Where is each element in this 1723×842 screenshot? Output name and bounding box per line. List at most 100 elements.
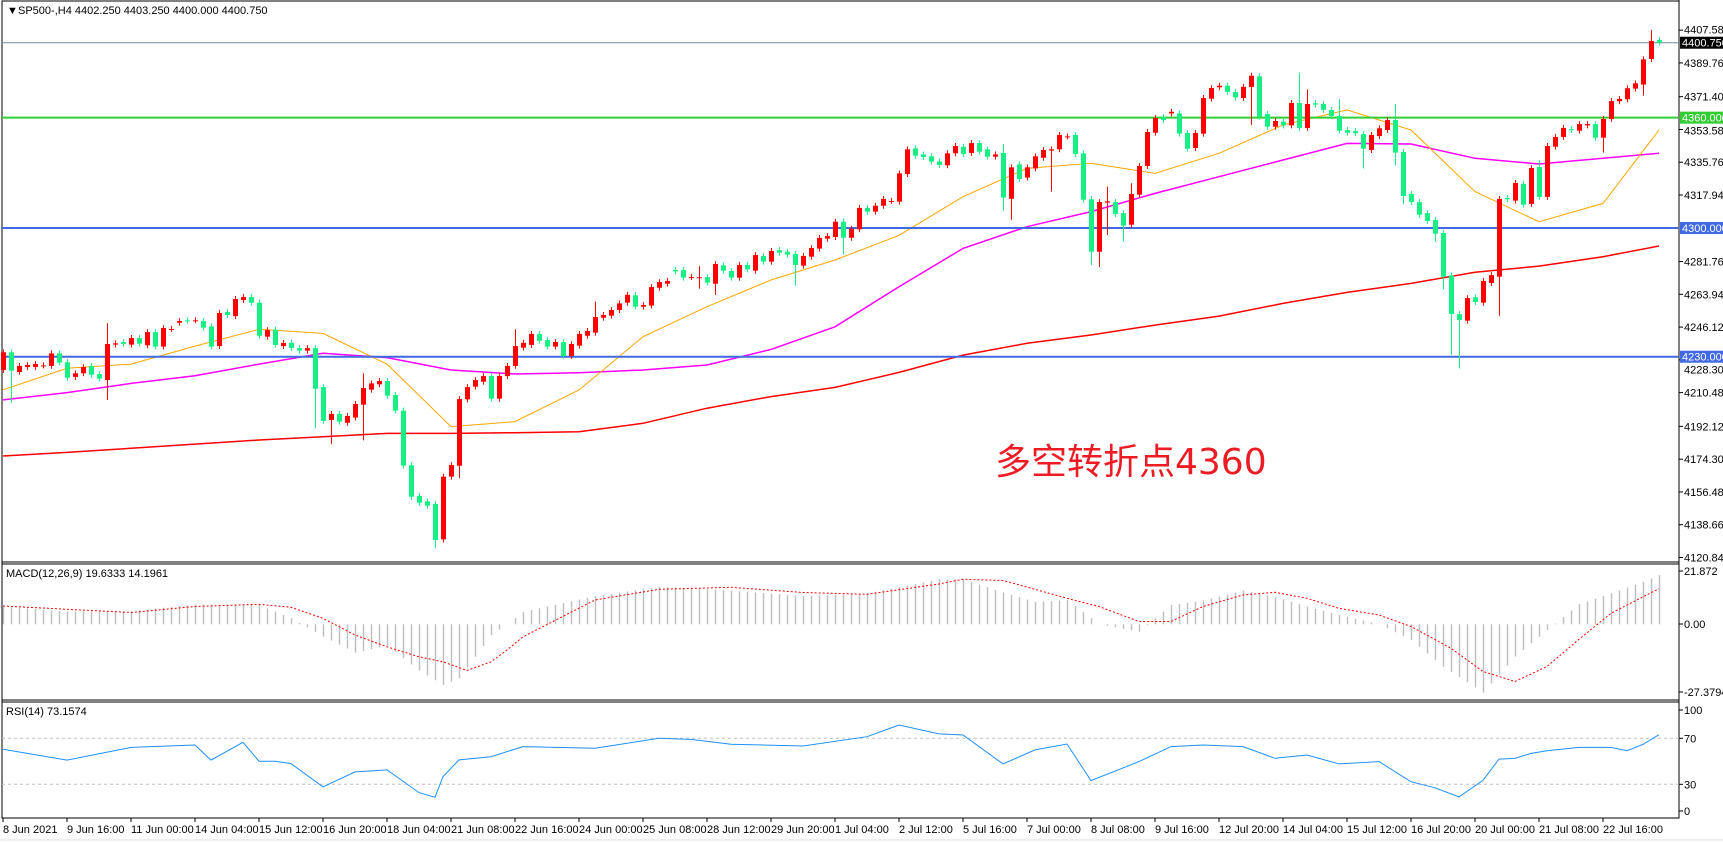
candle-body xyxy=(809,248,814,257)
candle-bullish xyxy=(1545,143,1550,200)
candle-body xyxy=(1057,134,1062,150)
candle-body xyxy=(209,326,214,347)
candle-body xyxy=(1249,75,1254,87)
candle-bullish xyxy=(601,312,606,321)
candle-body xyxy=(481,376,486,382)
rsi-tick-label: 100 xyxy=(1684,705,1702,717)
time-tick-label: 14 Jul 04:00 xyxy=(1283,824,1343,836)
candle-body xyxy=(1513,182,1518,201)
candle-body xyxy=(345,415,350,423)
candle-body xyxy=(1193,132,1198,149)
macd-panel[interactable] xyxy=(2,575,1661,693)
candle-body xyxy=(97,374,102,379)
time-tick-label: 15 Jun 12:00 xyxy=(259,824,323,836)
candle-bullish xyxy=(569,341,574,359)
candle-body xyxy=(1585,124,1590,126)
candle-body xyxy=(145,332,150,346)
time-tick-label: 21 Jul 08:00 xyxy=(1539,824,1599,836)
candle-bullish xyxy=(1289,100,1294,129)
candle-body xyxy=(113,343,118,345)
candle-body xyxy=(1649,40,1654,59)
candle-bullish xyxy=(905,146,910,178)
candle-body xyxy=(337,413,342,422)
candle-bullish xyxy=(617,300,622,313)
candle-body xyxy=(753,255,758,271)
candle-bearish xyxy=(393,392,398,414)
candle-bearish xyxy=(1401,149,1406,205)
annotation-text: 多空转折点4360 xyxy=(995,442,1267,483)
candle-body xyxy=(1329,109,1334,117)
candle-bullish xyxy=(969,140,974,156)
candle-body xyxy=(545,339,550,347)
candle-bullish xyxy=(265,327,270,340)
candle-bearish xyxy=(433,501,438,549)
candle-bullish xyxy=(625,291,630,306)
candle-body xyxy=(585,330,590,336)
candle-body xyxy=(993,154,998,157)
candle-bearish xyxy=(1425,210,1430,224)
candle-bullish xyxy=(345,413,350,426)
time-tick-label: 16 Jul 20:00 xyxy=(1411,824,1471,836)
price-badge-label: 4230.000 xyxy=(1682,352,1723,364)
candle-body xyxy=(9,352,14,371)
candle-bullish xyxy=(1049,146,1054,192)
candle-body xyxy=(1457,314,1462,320)
candle-body xyxy=(369,383,374,390)
time-tick-label: 21 Jun 08:00 xyxy=(451,824,515,836)
candle-bearish xyxy=(1313,100,1318,108)
candle-body xyxy=(713,264,718,284)
candle-bearish xyxy=(545,337,550,350)
time-tick-label: 22 Jun 16:00 xyxy=(515,824,579,836)
candle-body xyxy=(1537,166,1542,197)
candle-body xyxy=(513,346,518,366)
price-tick-label: 4371.400 xyxy=(1684,92,1723,104)
candle-bearish xyxy=(1281,118,1286,129)
candle-bullish xyxy=(609,307,614,319)
candle-bearish xyxy=(65,359,70,381)
candle-body xyxy=(457,399,462,466)
rsi-panel[interactable] xyxy=(2,724,1679,798)
candle-body xyxy=(1561,127,1566,137)
menu-triangle-down-icon[interactable]: ▼ xyxy=(7,5,18,17)
candle-body xyxy=(385,381,390,396)
candle-bearish xyxy=(1521,180,1526,208)
candle-bearish xyxy=(985,146,990,160)
candle-body xyxy=(1297,102,1302,128)
candle-body xyxy=(1081,153,1086,200)
candle-bullish xyxy=(953,143,958,157)
candle-body xyxy=(449,465,454,477)
candle-body xyxy=(353,403,358,418)
time-tick-label: 11 Jun 00:00 xyxy=(131,824,194,836)
candle-bearish xyxy=(489,373,494,402)
candle-bullish xyxy=(593,301,598,336)
candle-body xyxy=(769,250,774,262)
candle-bullish xyxy=(1497,196,1502,316)
candle-bearish xyxy=(1449,272,1454,355)
candle-bullish xyxy=(529,330,534,348)
ma-fast-line xyxy=(2,109,1660,428)
candle-body xyxy=(1121,213,1126,226)
candle-body xyxy=(1265,113,1270,127)
candle-bearish xyxy=(1265,111,1270,130)
price-panel[interactable] xyxy=(1,29,1679,549)
candle-bearish xyxy=(865,205,870,215)
candle-body xyxy=(697,277,702,279)
candle-bearish xyxy=(561,339,566,359)
candle-bearish xyxy=(201,318,206,331)
candle-bearish xyxy=(1177,110,1182,137)
candle-bearish xyxy=(1593,121,1598,141)
candle-bullish xyxy=(737,262,742,281)
candle-bullish xyxy=(473,377,478,390)
candle-body xyxy=(793,253,798,265)
candle-bearish xyxy=(1657,37,1662,46)
time-tick-label: 2 Jul 12:00 xyxy=(899,824,953,836)
time-tick-label: 29 Jun 20:00 xyxy=(771,824,835,836)
price-tick-label: 4317.940 xyxy=(1684,190,1723,202)
candle-bullish xyxy=(689,274,694,281)
candle-bullish xyxy=(1585,121,1590,129)
candle-body xyxy=(553,342,558,347)
candle-body xyxy=(521,342,526,348)
candle-body xyxy=(705,277,710,283)
candle-bearish xyxy=(705,274,710,286)
